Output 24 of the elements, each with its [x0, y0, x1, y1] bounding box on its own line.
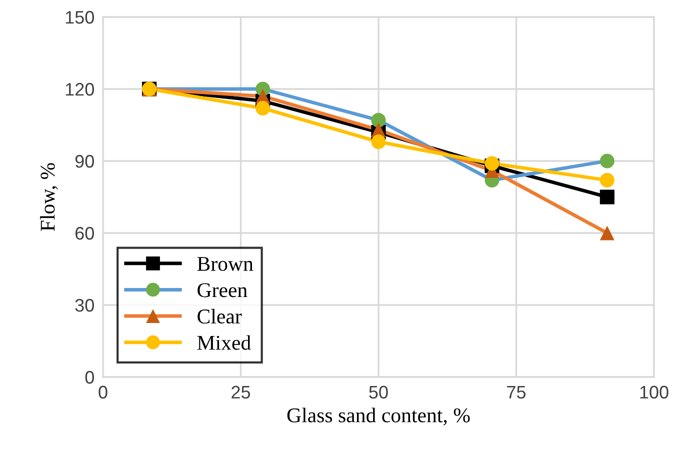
x-tick-label: 100 — [640, 386, 668, 399]
x-tick-label: 0 — [98, 386, 108, 399]
legend-label: Clear — [198, 308, 242, 324]
point — [600, 172, 614, 188]
legend-label: Brown — [197, 257, 254, 271]
y-tick-label: 120 — [66, 82, 94, 96]
point — [600, 190, 614, 204]
legend-label: Green — [198, 283, 248, 298]
x-axis-title: Glass sand content, % — [287, 408, 470, 426]
legend-label: Mixed — [197, 335, 251, 350]
point — [371, 134, 386, 150]
point — [600, 226, 614, 240]
y-tick-label: 60 — [76, 226, 94, 240]
y-tick-label: 0 — [85, 370, 94, 384]
x-tick-label: 50 — [369, 386, 388, 399]
x-tick-label: 75 — [507, 386, 526, 399]
point — [600, 154, 614, 168]
x-tick-label: 25 — [232, 386, 250, 399]
point — [371, 112, 386, 128]
y-tick-label: 150 — [66, 10, 94, 24]
y-tick-label: 90 — [75, 154, 94, 168]
y-axis-title: Flow, % — [40, 163, 58, 232]
point — [256, 100, 270, 116]
y-tick-label: 30 — [75, 298, 94, 312]
